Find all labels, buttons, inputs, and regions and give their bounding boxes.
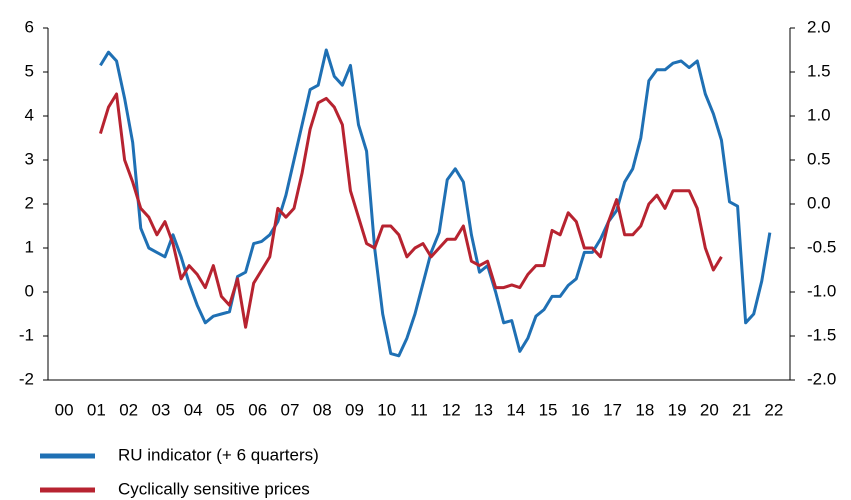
x-tick-label: 01: [87, 400, 106, 419]
x-tick-label: 16: [571, 400, 590, 419]
x-tick-label: 12: [442, 400, 461, 419]
line-series: [99, 48, 772, 358]
line-series: [98, 92, 723, 329]
x-tick-label: 07: [280, 400, 299, 419]
x-tick-label: 19: [668, 400, 687, 419]
y2-tick-label: 0.5: [807, 149, 831, 168]
y2-tick-label: -1.0: [807, 281, 836, 300]
y-tick-label: -2: [19, 369, 34, 388]
y2-tick-label: 1.0: [807, 105, 831, 124]
y-tick-label: 0: [25, 281, 34, 300]
x-tick-label: 17: [603, 400, 622, 419]
y2-tick-label: 0.0: [807, 193, 831, 212]
y2-tick-label: 2.0: [807, 17, 831, 36]
x-tick-label: 15: [539, 400, 558, 419]
y-tick-label: 2: [25, 193, 34, 212]
x-tick-label: 18: [635, 400, 654, 419]
x-tick-label: 20: [700, 400, 719, 419]
x-tick-label: 14: [506, 400, 525, 419]
y-tick-label: 3: [25, 149, 34, 168]
x-tick-label: 09: [345, 400, 364, 419]
x-tick-label: 05: [216, 400, 235, 419]
y-tick-label: 6: [25, 17, 34, 36]
x-tick-label: 13: [474, 400, 493, 419]
y2-tick-label: 1.5: [807, 61, 831, 80]
x-tick-label: 06: [248, 400, 267, 419]
y-tick-label: 4: [25, 105, 34, 124]
x-tick-label: 02: [119, 400, 138, 419]
x-tick-label: 08: [313, 400, 332, 419]
x-tick-label: 10: [377, 400, 396, 419]
x-tick-label: 03: [151, 400, 170, 419]
y2-tick-label: -1.5: [807, 325, 836, 344]
y-tick-label: -1: [19, 325, 34, 344]
y2-tick-label: -2.0: [807, 369, 836, 388]
y-tick-label: 5: [25, 61, 34, 80]
y-tick-label: 1: [25, 237, 34, 256]
x-tick-label: 04: [184, 400, 203, 419]
legend-label: Cyclically sensitive prices: [118, 479, 310, 498]
legend-label: RU indicator (+ 6 quarters): [118, 445, 319, 464]
x-tick-label: 00: [55, 400, 74, 419]
x-tick-label: 22: [764, 400, 783, 419]
x-tick-label: 11: [410, 400, 428, 419]
y2-tick-label: -0.5: [807, 237, 836, 256]
x-tick-label: 21: [732, 400, 751, 419]
